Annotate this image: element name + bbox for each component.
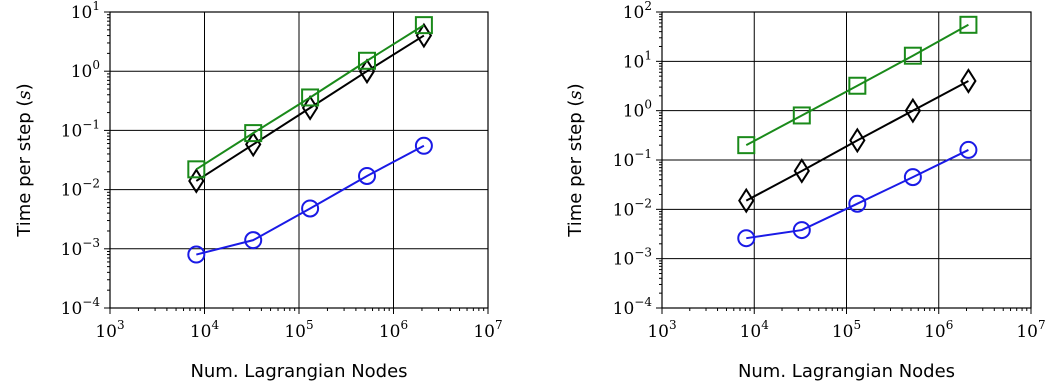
y-tick-label: 10−4 — [61, 295, 101, 319]
series-square — [187, 16, 433, 179]
x-tick-label: 105 — [832, 318, 861, 342]
x-tick-label: 106 — [924, 318, 953, 342]
y-axis-label: Time per step (s) — [565, 83, 586, 237]
series-line — [196, 144, 425, 256]
series-line — [195, 24, 425, 171]
data-point — [244, 124, 263, 143]
series-circle — [737, 140, 978, 248]
series-diamond — [738, 68, 977, 214]
x-tick-label: 105 — [284, 318, 313, 342]
data-point — [848, 76, 867, 95]
data-point — [960, 68, 977, 94]
y-axis-label: Time per step (s) — [14, 83, 35, 237]
y-tick-label: 101 — [623, 48, 652, 72]
x-tick-label: 107 — [473, 318, 502, 342]
series-line — [195, 34, 425, 182]
data-point — [414, 136, 433, 155]
data-point — [792, 221, 811, 240]
chart-right: 103 104 105 106 107 10−4 10−3 10−2 10−1 100 101 102… — [565, 0, 1046, 382]
x-tick-label: 107 — [1016, 318, 1045, 342]
data-point — [904, 97, 922, 124]
data-point — [414, 16, 433, 35]
data-point — [244, 231, 263, 250]
series-line — [745, 80, 969, 202]
data-point — [848, 194, 867, 213]
y-tick-label: 10−2 — [613, 196, 652, 220]
data-point — [357, 166, 376, 185]
data-point — [737, 136, 756, 155]
data-point — [792, 106, 811, 125]
y-tick-label: 100 — [71, 58, 100, 82]
y-tick-label: 10−2 — [61, 177, 100, 201]
y-tick-label: 10−3 — [61, 236, 100, 260]
series-diamond — [188, 22, 433, 194]
x-tick-label: 103 — [647, 318, 676, 342]
x-tick-label: 103 — [95, 318, 124, 342]
data-point — [903, 46, 922, 65]
y-tick-label: 102 — [623, 0, 652, 23]
y-tick-label: 100 — [623, 98, 652, 122]
y-tick-label: 10−1 — [613, 147, 652, 171]
data-point — [738, 187, 755, 214]
series-line — [745, 23, 969, 147]
x-tick-label: 104 — [190, 318, 220, 342]
chart-left: 103 104 105 106 107 10−4 10−3 10−2 10−1 100 101 Num… — [14, 0, 503, 382]
data-point — [793, 158, 810, 184]
data-point — [357, 51, 376, 70]
data-point — [358, 58, 376, 85]
y-tick-label: 10−3 — [613, 246, 652, 270]
y-tick-label: 10−4 — [613, 295, 653, 319]
plot-frame — [661, 11, 1032, 309]
x-axis-label: Num. Lagrangian Nodes — [190, 361, 407, 382]
data-point — [903, 168, 922, 187]
y-tick-label: 10−1 — [61, 117, 100, 141]
data-point — [959, 140, 978, 159]
data-point — [849, 127, 866, 154]
data-point — [187, 245, 206, 264]
y-tick-label: 101 — [71, 0, 100, 23]
data-point — [959, 15, 978, 34]
x-tick-label: 106 — [379, 318, 408, 342]
plot-frame — [109, 11, 489, 309]
series-square — [737, 15, 978, 155]
data-point — [187, 160, 206, 179]
data-point — [737, 229, 756, 248]
x-tick-label: 104 — [740, 318, 770, 342]
series-line — [746, 149, 969, 240]
series-circle — [187, 136, 433, 264]
data-point — [301, 88, 320, 107]
data-point — [301, 199, 320, 218]
data-point — [301, 95, 319, 121]
data-point — [415, 22, 433, 49]
x-axis-label: Num. Lagrangian Nodes — [738, 361, 955, 382]
